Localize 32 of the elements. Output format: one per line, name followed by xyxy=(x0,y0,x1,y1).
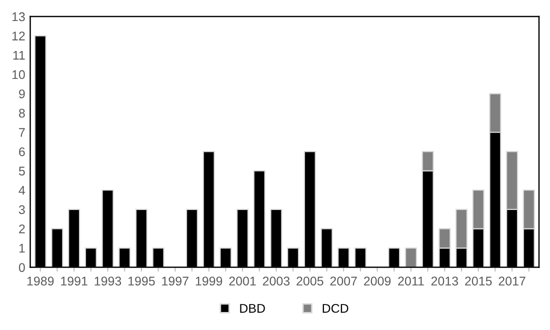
y-tick-label: 8 xyxy=(18,108,25,118)
x-tick-label: 2001 xyxy=(229,276,256,286)
x-tick-label: 1993 xyxy=(94,276,122,286)
y-tick-label: 0 xyxy=(18,263,25,272)
x-tick-label: 2005 xyxy=(296,276,324,286)
x-tick-label: 1995 xyxy=(128,276,155,286)
y-tick-label: 7 xyxy=(19,128,25,137)
x-tick-label: 2011 xyxy=(398,276,424,286)
legend-label: DBD xyxy=(240,304,265,313)
bar xyxy=(404,247,417,268)
y-tick-label: 9 xyxy=(19,89,25,98)
x-tick-label: 2015 xyxy=(465,276,492,286)
x-tick-label: 2013 xyxy=(431,276,458,286)
x-tick-label: 2007 xyxy=(330,276,357,286)
y-tick-label: 3 xyxy=(18,205,25,214)
x-tick-label: 2017 xyxy=(498,276,526,286)
y-tick-label: 5 xyxy=(18,166,25,176)
y-tick-label: 1 xyxy=(19,244,25,253)
x-tick-label: 2003 xyxy=(262,276,290,286)
y-tick-label: 2 xyxy=(19,224,25,234)
x-tick-label: 2009 xyxy=(364,276,391,286)
y-tick-label: 11 xyxy=(13,51,25,60)
y-tick-label: 12 xyxy=(12,32,25,40)
x-tick-label: 1991 xyxy=(61,276,88,286)
y-tick-label: 6 xyxy=(19,147,25,156)
y-tick-label: 13 xyxy=(12,12,25,22)
x-tick-label: 1989 xyxy=(27,276,54,286)
x-tick-label: 1997 xyxy=(162,276,188,286)
y-tick-label: 10 xyxy=(12,70,25,80)
legend-label: DCD xyxy=(322,304,348,313)
x-tick-label: 1999 xyxy=(196,276,222,286)
y-tick-label: 4 xyxy=(18,186,26,195)
